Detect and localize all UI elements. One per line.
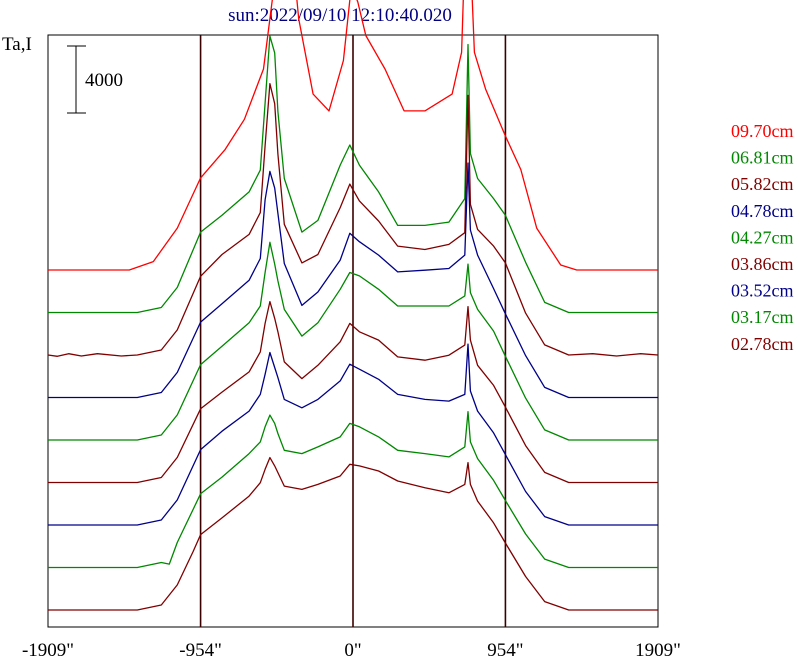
series-line-09.70cm [48, 0, 658, 271]
legend-entry: 04.78cm [731, 201, 794, 221]
x-tick-label: -1909" [22, 640, 74, 661]
legend-entry: 03.52cm [731, 281, 794, 301]
series-lines [47, 0, 659, 611]
series-line-03.17cm [48, 411, 658, 569]
y-axis-label: Ta,I [2, 34, 32, 55]
series-line-03.52cm [48, 343, 658, 526]
x-tick-labels: -1909" -954" 0" 954" 1909" [22, 640, 681, 661]
series-line-04.78cm [48, 162, 658, 399]
legend-entry: 05.82cm [731, 174, 794, 194]
x-tick-label: -954" [179, 640, 222, 661]
series-line-02.78cm [48, 456, 658, 611]
legend-entry: 06.81cm [731, 148, 794, 168]
legend-entry: 04.27cm [731, 227, 794, 247]
series-line-04.27cm [48, 241, 658, 441]
legend-entry: 03.17cm [731, 307, 794, 327]
reference-lines [199, 35, 507, 627]
chart-title: sun:2022/09/10 12:10:40.020 [228, 5, 452, 26]
x-tick-label: 0" [344, 640, 361, 661]
scale-bar-label: 4000 [85, 70, 123, 91]
legend-entry: 02.78cm [731, 334, 794, 354]
series-line-06.81cm [48, 35, 658, 314]
legend-entry: 09.70cm [731, 121, 794, 141]
legend-entry: 03.86cm [731, 254, 794, 274]
x-tick-label: 1909" [635, 640, 681, 661]
legend: 09.70cm 06.81cm 05.82cm 04.78cm 04.27cm 03.86… [731, 121, 794, 354]
series-line-03.86cm [48, 300, 658, 484]
scale-bar: 4000 [67, 45, 123, 114]
x-tick-label: 954" [487, 640, 523, 661]
series-line-05.82cm [47, 82, 659, 357]
